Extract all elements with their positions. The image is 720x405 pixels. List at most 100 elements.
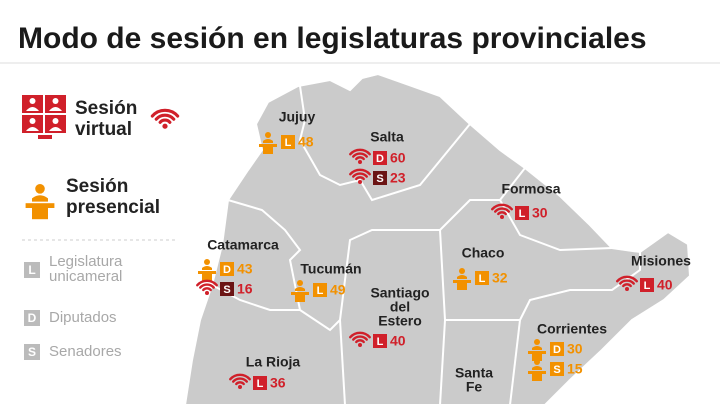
podium-icon [528, 359, 546, 381]
chamber-letter: S [553, 364, 560, 376]
person-head [52, 118, 59, 124]
podium-icon [198, 259, 216, 281]
province-name: Fe [466, 379, 483, 395]
wifi-arc [229, 373, 251, 381]
podium-icon [453, 268, 471, 290]
legend-badge-letter: D [28, 311, 37, 325]
wifi-arc [202, 287, 212, 292]
chamber-letter: L [644, 280, 651, 292]
chamber-badge [220, 262, 234, 276]
wifi-dot [500, 215, 504, 219]
chamber-letter: L [257, 378, 264, 390]
province-name: Catamarca [207, 237, 279, 253]
province-name: Tucumán [300, 261, 361, 277]
legend-mode-label: virtual [75, 119, 132, 140]
podium-desk [25, 203, 55, 208]
legend-mode-label: Sesión [75, 98, 137, 119]
seat-count: 40 [657, 277, 673, 293]
wifi-icon [150, 108, 180, 129]
podium-body [202, 266, 212, 270]
seat-count: 23 [390, 170, 406, 186]
person-head [29, 118, 36, 124]
chamber-letter: D [553, 344, 561, 356]
legend-mode-label: Sesión [66, 176, 128, 197]
seat-count: 49 [330, 282, 346, 298]
province-name: Corrientes [537, 321, 607, 337]
legend-badge [24, 262, 40, 278]
seat-count: 32 [492, 270, 508, 286]
podium-desk [528, 351, 546, 354]
seat-count: 60 [390, 150, 406, 166]
podium-head [265, 132, 271, 138]
wifi-arc [355, 339, 365, 344]
podium-head [297, 280, 303, 286]
wifi-arc [158, 118, 172, 124]
chamber-badge [253, 376, 267, 390]
person-body [49, 127, 62, 131]
wifi-dot [238, 385, 242, 389]
wifi-arc [349, 331, 371, 339]
wifi-arc [616, 275, 638, 283]
podium-desk [291, 292, 309, 295]
virtual-session-icon [22, 95, 66, 139]
wifi-arc [491, 203, 513, 211]
seat-count: 16 [237, 281, 253, 297]
wifi-dot [358, 343, 362, 347]
person-body [49, 107, 62, 111]
podium-stand [263, 147, 273, 154]
chamber-letter: L [285, 137, 292, 149]
seat-count: 30 [532, 205, 548, 221]
chamber-letter: S [376, 173, 383, 185]
podium-body [32, 195, 48, 202]
chamber-letter: L [317, 285, 324, 297]
person-body [26, 127, 39, 131]
province-name: Estero [378, 313, 422, 329]
province-name: Santa [455, 365, 493, 381]
province-name: Chaco [462, 245, 505, 261]
wifi-arc [352, 152, 368, 158]
chamber-letter: L [519, 208, 526, 220]
wifi-arc [352, 172, 368, 178]
wifi-arc [150, 108, 180, 118]
legend-badge-letter: L [28, 263, 35, 277]
podium-icon [291, 280, 309, 302]
province-name: Misiones [631, 253, 691, 269]
chamber-letter: L [377, 336, 384, 348]
podium-stand [32, 208, 48, 220]
podium-desk [453, 280, 471, 283]
podium-icon [528, 339, 546, 361]
wifi-dot [625, 287, 629, 291]
chamber-badge [373, 151, 387, 165]
province-name: Santiago [370, 285, 429, 301]
chamber-badge [550, 342, 564, 356]
chamber-badge [475, 271, 489, 285]
chamber-badge [640, 278, 654, 292]
chamber-badge [515, 206, 529, 220]
podium-stand [532, 374, 542, 381]
seat-count: 30 [567, 341, 583, 357]
chamber-badge [220, 282, 234, 296]
podium-desk [259, 144, 277, 147]
wifi-icon [196, 279, 218, 295]
person-head [29, 98, 36, 104]
podium-head [35, 184, 45, 194]
wifi-dot [205, 291, 209, 295]
legend-chamber-label: Senadores [49, 343, 122, 360]
wifi-arc [232, 377, 248, 383]
wifi-arc [355, 176, 365, 181]
chamber-letter: D [223, 264, 231, 276]
podium-stand [532, 354, 542, 361]
wifi-dot [358, 180, 362, 184]
wifi-arc [349, 168, 371, 176]
chamber-badge [550, 362, 564, 376]
wifi-arc [154, 113, 176, 121]
person-body [26, 107, 39, 111]
legend-badge-letter: S [28, 345, 36, 359]
province-name: del [390, 299, 410, 315]
wifi-icon [491, 203, 513, 219]
wifi-dot [162, 123, 168, 129]
podium-head [204, 259, 210, 265]
legend-mode-label: presencial [66, 197, 160, 218]
wifi-arc [494, 207, 510, 213]
chamber-letter: S [223, 284, 230, 296]
